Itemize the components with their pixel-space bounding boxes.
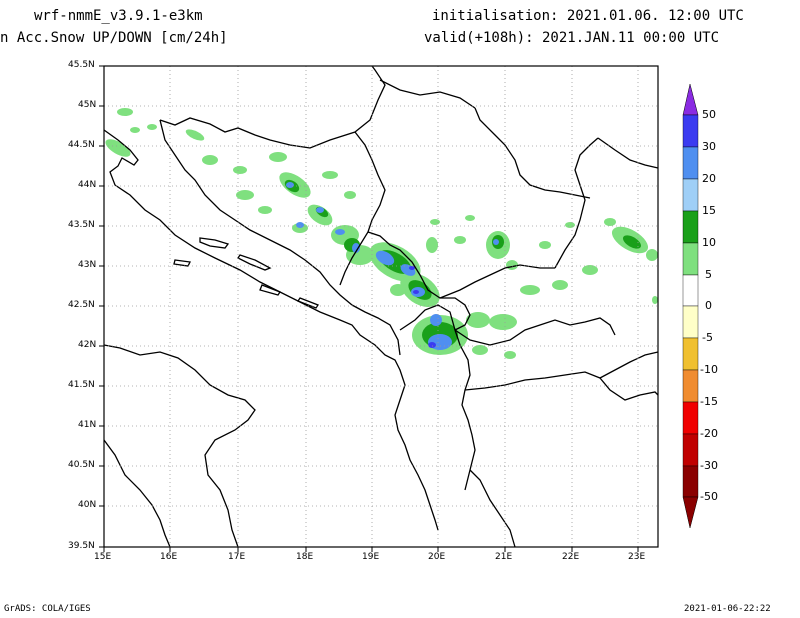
colorbar-band [682, 305, 699, 339]
colorbar-band [682, 337, 699, 371]
lat-label: 40N [78, 500, 97, 510]
lon-label: 17E [228, 552, 246, 562]
lat-label: 40.5N [68, 460, 95, 470]
lon-label: 16E [160, 552, 178, 562]
colorbar-label: 0 [705, 299, 712, 312]
colorbar-label: 10 [702, 236, 716, 249]
lat-label: 39.5N [68, 541, 95, 551]
colorbar-label: -20 [700, 427, 718, 440]
lon-label: 15E [94, 552, 112, 562]
colorbar-label: 20 [702, 172, 716, 185]
initialisation-time: initialisation: 2021.01.06. 12:00 UTC [432, 8, 744, 24]
footer-timestamp: 2021-01-06-22:22 [684, 604, 771, 614]
lon-label: 19E [362, 552, 380, 562]
lon-label: 22E [562, 552, 580, 562]
lat-label: 41N [78, 420, 97, 430]
map-area [104, 66, 658, 547]
colorbar-label: 15 [702, 204, 716, 217]
colorbar-band [682, 178, 699, 212]
colorbar-band [682, 274, 699, 307]
colorbar-label: 30 [702, 140, 716, 153]
tick-marks [99, 65, 639, 552]
lat-label: 45N [78, 100, 97, 110]
lat-label: 42N [78, 340, 97, 350]
snow-areas-30-50 [409, 266, 436, 348]
valid-time: valid(+108h): 2021.JAN.11 00:00 UTC [424, 30, 720, 46]
colorbar-label: -50 [700, 490, 718, 503]
lat-label: 44N [78, 180, 97, 190]
colorbar-label: -15 [700, 395, 718, 408]
lon-label: 21E [495, 552, 513, 562]
colorbar-band [682, 146, 699, 180]
colorbar-bottom-arrow [682, 496, 699, 529]
footer-credit: GrADS: COLA/IGES [4, 604, 91, 614]
colorbar-band [682, 465, 699, 498]
lon-label: 20E [428, 552, 446, 562]
coastline-borders [103, 65, 659, 548]
colorbar-label: -10 [700, 363, 718, 376]
lat-label: 44.5N [68, 140, 95, 150]
model-title: wrf-nmmE_v3.9.1-e3km [34, 8, 203, 24]
colorbar-top-arrow [682, 83, 699, 116]
colorbar-label: -30 [700, 459, 718, 472]
grid [104, 66, 658, 547]
lat-label: 42.5N [68, 300, 95, 310]
colorbar [682, 83, 699, 529]
colorbar-band [682, 401, 699, 435]
colorbar-band [682, 369, 699, 403]
lat-label: 45.5N [68, 60, 95, 70]
colorbar-band [682, 433, 699, 467]
colorbar-label: 5 [705, 268, 712, 281]
lon-label: 18E [296, 552, 314, 562]
colorbar-label: -5 [702, 331, 713, 344]
variable-title: n Acc.Snow UP/DOWN [cm/24h] [0, 30, 228, 46]
colorbar-band [682, 242, 699, 276]
colorbar-band [682, 210, 699, 244]
colorbar-label: 50 [702, 108, 716, 121]
lat-label: 41.5N [68, 380, 95, 390]
lat-label: 43N [78, 260, 97, 270]
lat-label: 43.5N [68, 220, 95, 230]
colorbar-band [682, 114, 699, 148]
lon-label: 23E [628, 552, 646, 562]
